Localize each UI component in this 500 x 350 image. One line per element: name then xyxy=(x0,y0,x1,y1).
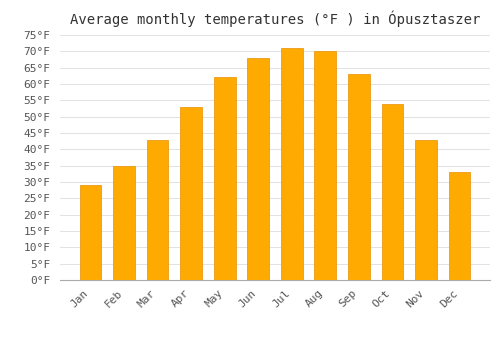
Bar xyxy=(248,58,269,280)
Bar xyxy=(146,140,169,280)
Bar xyxy=(113,166,135,280)
Bar xyxy=(314,51,336,280)
Title: Average monthly temperatures (°F ) in Ópusztaszer: Average monthly temperatures (°F ) in Óp… xyxy=(70,10,480,27)
Bar xyxy=(281,48,302,280)
Bar xyxy=(214,77,236,280)
Bar xyxy=(415,140,437,280)
Bar xyxy=(180,107,202,280)
Bar xyxy=(448,172,470,280)
Bar xyxy=(80,185,102,280)
Bar xyxy=(382,104,404,280)
Bar xyxy=(348,74,370,280)
